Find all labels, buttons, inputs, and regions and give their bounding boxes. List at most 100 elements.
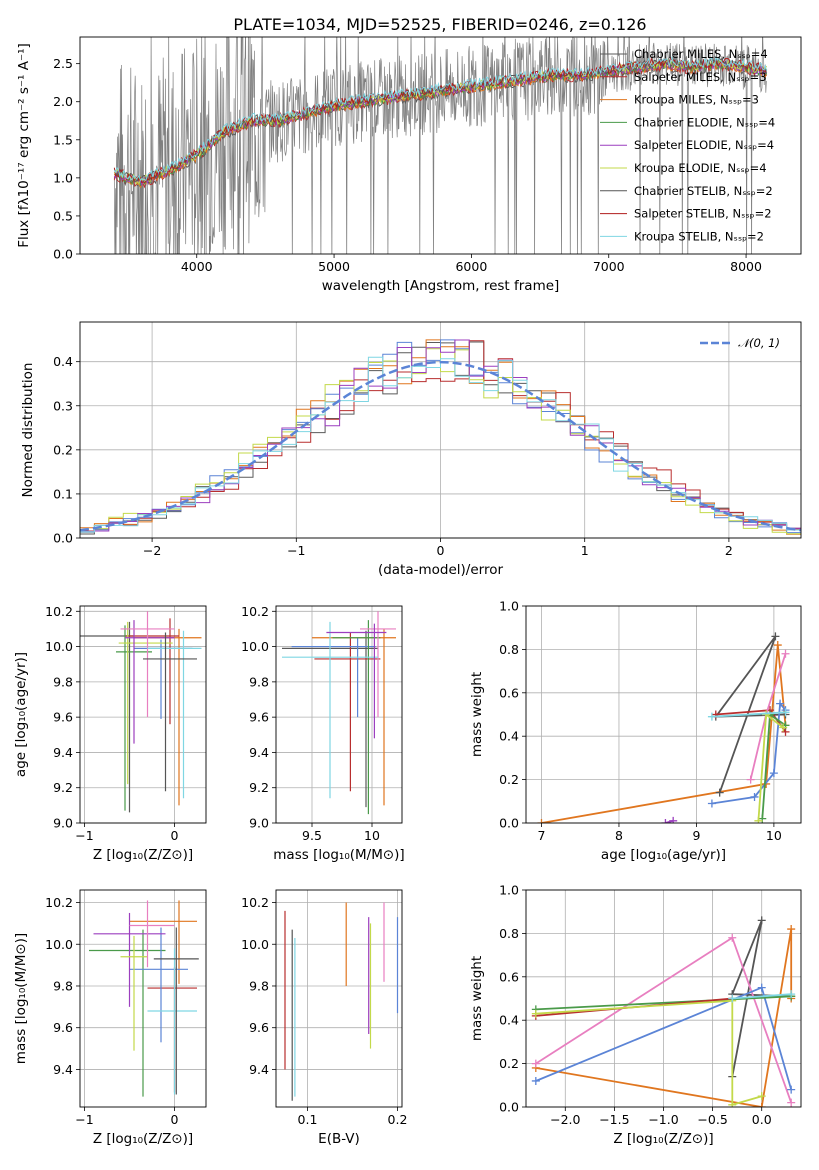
y-tick-label: 9.6 [249, 710, 269, 725]
x-tick-label: 10 [364, 828, 380, 843]
axes-frame [79, 36, 802, 255]
axes-frame [275, 605, 403, 824]
y-tick-label: 2.0 [53, 94, 73, 109]
legend-label: Kroupa STELIB, Nₛₛₚ=2 [634, 229, 764, 243]
plot-area [89, 900, 199, 1097]
weight-marker [728, 1100, 737, 1107]
y-tick-label: 9.6 [53, 710, 73, 725]
x-tick-label: 9 [692, 828, 700, 843]
y-tick-label: 0.0 [53, 531, 73, 546]
y-tick-label: 9.0 [249, 816, 269, 831]
y-tick-label: 1.5 [53, 132, 73, 147]
x-tick-label: −0.5 [697, 1112, 727, 1127]
x-tick-label: −1 [287, 543, 305, 558]
weight-marker [776, 699, 785, 708]
y-axis-label: age [log₁₀(age/yr)] [13, 652, 29, 777]
y-tick-label: 0.8 [499, 642, 519, 657]
panel-residuals: −2 −1 0 1 2 0.0 0.1 0.2 0.3 0.4 (data-model)/error… [20, 321, 802, 578]
weight-marker [757, 1103, 766, 1107]
axes-frame [79, 605, 207, 824]
x-tick-label: −1.0 [648, 1112, 678, 1127]
y-tick-label: 9.4 [249, 1062, 269, 1077]
histogram-series [80, 356, 801, 533]
weight-marker [531, 1076, 540, 1085]
y-tick-label: 0.6 [499, 969, 519, 984]
panel-age-vs-Z: −1 0 9.0 9.2 9.4 9.6 9.8 10.0 10.2 Z [log₁₀(Z/Z⊙)… [13, 604, 207, 863]
x-tick-label: 10 [766, 828, 782, 843]
plot-area [113, 37, 768, 254]
x-tick-label: 7 [538, 828, 546, 843]
y-tick-label: 1.0 [499, 883, 519, 898]
y-tick-label: 0.2 [499, 772, 519, 787]
panel-weight-vs-age: 7 8 9 10 0.0 0.2 0.4 0.6 0.8 1.0 age [log₁₀(age/yr… [469, 599, 802, 863]
spectrum-data-line [113, 37, 767, 254]
x-tick-label: 8 [615, 828, 623, 843]
legend-label: Kroupa MILES, Nₛₛₚ=3 [634, 93, 759, 107]
panel-age-vs-mass: 9.5 10 9.0 9.2 9.4 9.6 9.8 10.0 10.2 mass [log₁₀(… [241, 604, 405, 863]
y-tick-label: 2.5 [53, 56, 73, 71]
y-tick-label: 0.3 [53, 398, 73, 413]
weight-marker [779, 723, 788, 732]
weight-marker [757, 916, 766, 925]
weight-marker [707, 712, 716, 721]
legend: Chabrier MILES, Nₛₛₚ=4 Salpeter MILES, Nₛ… [600, 47, 775, 243]
weight-marker [769, 769, 778, 778]
x-axis-label: E(B-V) [318, 1131, 360, 1147]
y-tick-label: 9.8 [53, 674, 73, 689]
x-axis-label: Z [log₁₀(Z/Z⊙)] [93, 1131, 193, 1147]
weight-marker [728, 933, 737, 942]
x-tick-label: −1.5 [599, 1112, 629, 1127]
legend-label: Chabrier STELIB, Nₛₛₚ=2 [634, 184, 773, 198]
y-tick-label: 0.2 [53, 442, 73, 457]
panel-weight-vs-Z: −2.0 −1.5 −1.0 −0.5 0.0 0.0 0.2 0.4 0.6 0.8 1.0 Z [… [469, 883, 802, 1147]
weight-marker [661, 819, 670, 823]
x-tick-label: −2 [143, 543, 161, 558]
x-tick-label: −1 [75, 1112, 93, 1127]
y-tick-label: 9.0 [53, 816, 73, 831]
x-tick-label: 0 [171, 1112, 179, 1127]
weight-series-line [711, 711, 786, 718]
plot-area [537, 632, 790, 823]
legend-label: Kroupa ELODIE, Nₛₛₚ=4 [634, 161, 767, 175]
model-line [113, 55, 768, 182]
y-tick-label: 0.4 [53, 354, 73, 369]
legend-label: Salpeter MILES, Nₛₛₚ=3 [634, 70, 767, 84]
panel-mass-vs-EBV: 0.1 0.2 9.4 9.6 9.8 10.0 10.2 E(B-V) [241, 889, 407, 1147]
y-tick-label: 10.0 [241, 639, 269, 654]
plot-area [531, 916, 796, 1107]
y-tick-label: 0.2 [499, 1056, 519, 1071]
y-tick-label: 9.8 [249, 978, 269, 993]
x-tick-label: 5000 [318, 259, 350, 274]
y-tick-label: 9.6 [249, 1020, 269, 1035]
panel-mass-vs-Z: −1 0 9.4 9.6 9.8 10.0 10.2 Z [log₁₀(Z/Z⊙)] mass … [13, 889, 207, 1147]
x-tick-label: 8000 [730, 259, 762, 274]
y-tick-label: 0.5 [53, 208, 73, 223]
legend-label: Salpeter ELODIE, Nₛₛₚ=4 [634, 138, 774, 152]
weight-marker [787, 925, 796, 934]
panels: 4000 5000 6000 7000 80000.00.51.01.52.02.5wa… [13, 36, 802, 1147]
legend: 𝒩(0, 1) [700, 336, 780, 350]
weight-marker [787, 990, 796, 999]
histogram-series [80, 339, 801, 532]
y-tick-label: 9.4 [53, 1062, 73, 1077]
y-tick-label: 10.0 [241, 937, 269, 952]
plot-area [80, 611, 202, 813]
weight-marker [781, 649, 790, 658]
weight-marker [715, 788, 724, 797]
weight-marker [750, 792, 759, 801]
axes-frame [79, 321, 802, 539]
y-axis-label: mass weight [469, 956, 485, 1041]
y-tick-label: 9.4 [53, 745, 73, 760]
legend-label: Chabrier ELODIE, Nₛₛₚ=4 [634, 115, 775, 129]
histogram-series [80, 340, 801, 532]
y-tick-label: 9.4 [249, 745, 269, 760]
x-axis-label: wavelength [Angstrom, rest frame] [322, 278, 560, 294]
axes-frame [525, 605, 802, 824]
weight-marker [787, 1098, 796, 1107]
y-tick-label: 10.2 [241, 895, 269, 910]
weight-series-line [535, 928, 793, 1107]
weight-marker [757, 1092, 766, 1101]
x-tick-label: 6000 [455, 259, 487, 274]
x-tick-label: 0.1 [298, 1112, 318, 1127]
axes-frame [275, 889, 403, 1108]
